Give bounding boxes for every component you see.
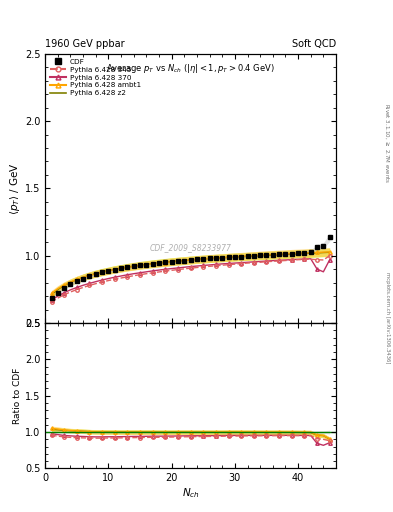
Text: mcplots.cern.ch [arXiv:1306.3436]: mcplots.cern.ch [arXiv:1306.3436] (385, 272, 389, 363)
Text: Soft QCD: Soft QCD (292, 38, 336, 49)
Text: Rivet 3.1.10, $\geq$ 2.7M events: Rivet 3.1.10, $\geq$ 2.7M events (383, 103, 391, 184)
X-axis label: $N_{ch}$: $N_{ch}$ (182, 486, 200, 500)
Text: 1960 GeV ppbar: 1960 GeV ppbar (45, 38, 125, 49)
Text: CDF_2009_S8233977: CDF_2009_S8233977 (150, 243, 231, 252)
Y-axis label: Ratio to CDF: Ratio to CDF (13, 368, 22, 424)
Y-axis label: $\langle p_T \rangle$ / GeV: $\langle p_T \rangle$ / GeV (8, 162, 22, 215)
Legend: CDF, Pythia 6.428 345, Pythia 6.428 370, Pythia 6.428 ambt1, Pythia 6.428 z2: CDF, Pythia 6.428 345, Pythia 6.428 370,… (49, 57, 142, 98)
Text: Average $p_T$ vs $N_{ch}$ ($|\eta| < 1, p_T > 0.4$ GeV): Average $p_T$ vs $N_{ch}$ ($|\eta| < 1, … (106, 62, 275, 75)
